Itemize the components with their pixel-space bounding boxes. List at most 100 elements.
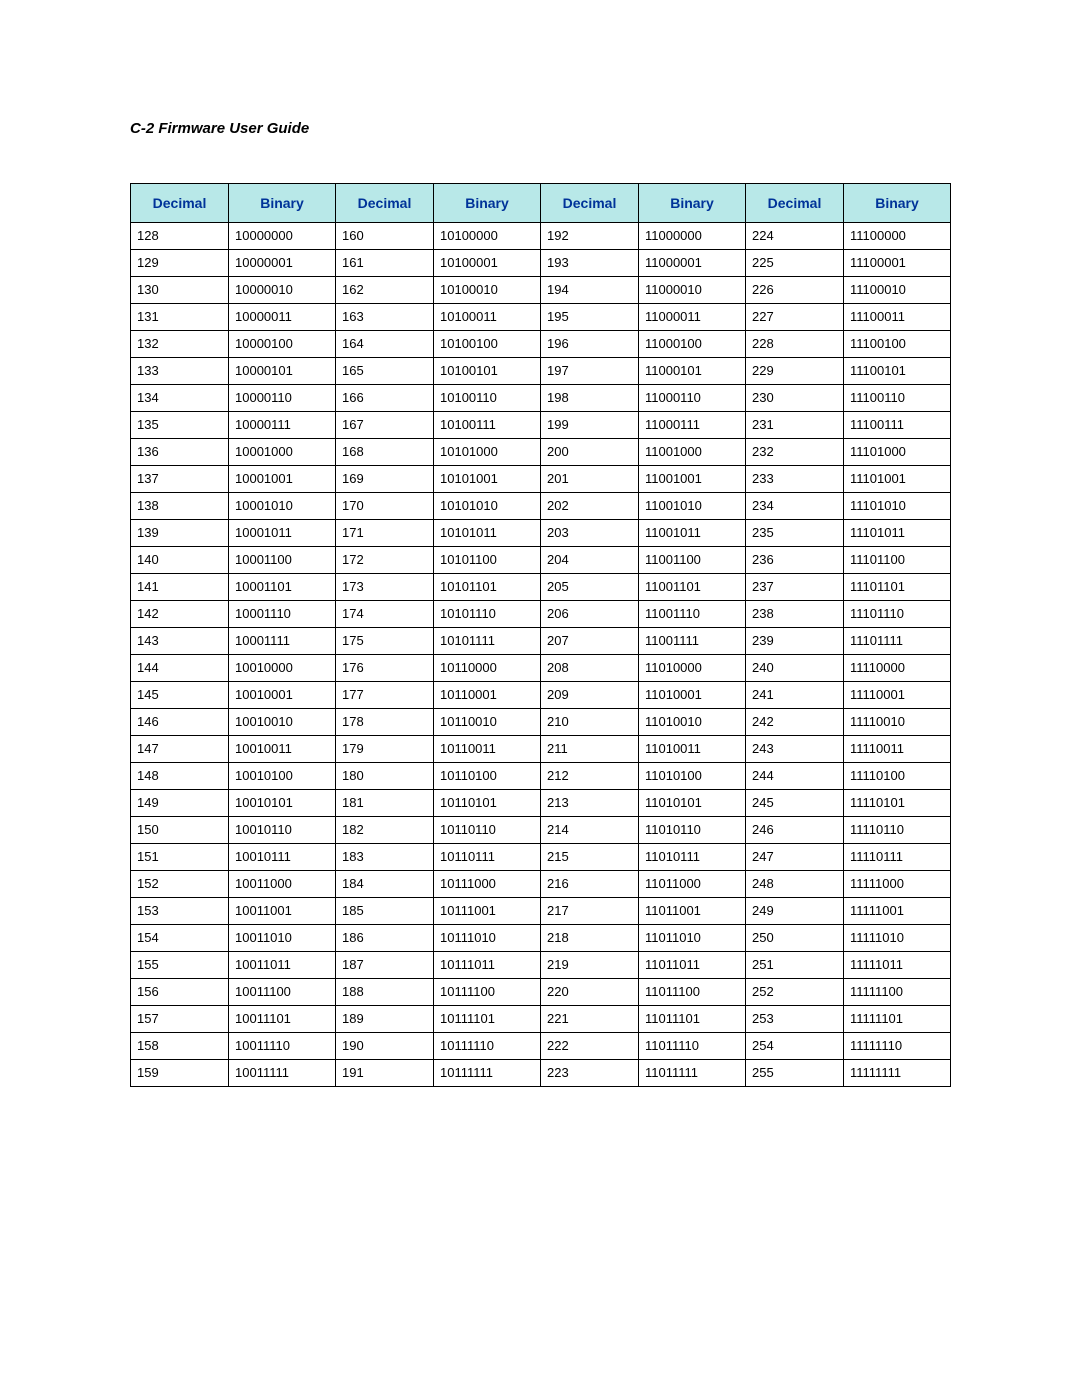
binary-cell: 11000111 [639, 412, 746, 439]
binary-cell: 10100001 [434, 250, 541, 277]
decimal-cell: 253 [746, 1006, 844, 1033]
binary-cell: 11011001 [639, 898, 746, 925]
decimal-cell: 156 [131, 979, 229, 1006]
decimal-cell: 138 [131, 493, 229, 520]
decimal-cell: 225 [746, 250, 844, 277]
col-header: Binary [639, 184, 746, 223]
binary-cell: 11101011 [844, 520, 951, 547]
binary-cell: 10100101 [434, 358, 541, 385]
decimal-cell: 234 [746, 493, 844, 520]
decimal-cell: 247 [746, 844, 844, 871]
binary-cell: 10101010 [434, 493, 541, 520]
col-header: Binary [229, 184, 336, 223]
decimal-cell: 167 [336, 412, 434, 439]
table-row: 1421000111017410101110206110011102381110… [131, 601, 951, 628]
binary-cell: 11100111 [844, 412, 951, 439]
decimal-cell: 208 [541, 655, 639, 682]
table-row: 1281000000016010100000192110000002241110… [131, 223, 951, 250]
decimal-cell: 132 [131, 331, 229, 358]
binary-cell: 11100101 [844, 358, 951, 385]
decimal-cell: 175 [336, 628, 434, 655]
decimal-cell: 153 [131, 898, 229, 925]
binary-cell: 11101111 [844, 628, 951, 655]
binary-cell: 10111110 [434, 1033, 541, 1060]
decimal-cell: 242 [746, 709, 844, 736]
decimal-cell: 192 [541, 223, 639, 250]
binary-cell: 10111100 [434, 979, 541, 1006]
table-row: 1411000110117310101101205110011012371110… [131, 574, 951, 601]
binary-cell: 10001000 [229, 439, 336, 466]
binary-cell: 10101101 [434, 574, 541, 601]
decimal-cell: 240 [746, 655, 844, 682]
decimal-cell: 195 [541, 304, 639, 331]
decimal-cell: 152 [131, 871, 229, 898]
binary-cell: 10110010 [434, 709, 541, 736]
decimal-cell: 161 [336, 250, 434, 277]
decimal-cell: 248 [746, 871, 844, 898]
decimal-cell: 178 [336, 709, 434, 736]
table-row: 1431000111117510101111207110011112391110… [131, 628, 951, 655]
binary-cell: 11101010 [844, 493, 951, 520]
decimal-cell: 251 [746, 952, 844, 979]
decimal-cell: 235 [746, 520, 844, 547]
decimal-cell: 236 [746, 547, 844, 574]
page-title: C-2 Firmware User Guide [130, 120, 950, 137]
binary-cell: 10101011 [434, 520, 541, 547]
decimal-cell: 204 [541, 547, 639, 574]
binary-cell: 11111011 [844, 952, 951, 979]
table-row: 1531001100118510111001217110110012491111… [131, 898, 951, 925]
decimal-cell: 254 [746, 1033, 844, 1060]
binary-cell: 10000011 [229, 304, 336, 331]
binary-cell: 10110001 [434, 682, 541, 709]
binary-cell: 10010011 [229, 736, 336, 763]
decimal-cell: 164 [336, 331, 434, 358]
binary-cell: 11011111 [639, 1060, 746, 1087]
binary-cell: 10110000 [434, 655, 541, 682]
decimal-cell: 210 [541, 709, 639, 736]
decimal-cell: 185 [336, 898, 434, 925]
binary-cell: 10100110 [434, 385, 541, 412]
binary-cell: 11111100 [844, 979, 951, 1006]
binary-cell: 11000010 [639, 277, 746, 304]
binary-cell: 10010000 [229, 655, 336, 682]
binary-cell: 10001110 [229, 601, 336, 628]
decimal-cell: 246 [746, 817, 844, 844]
decimal-cell: 177 [336, 682, 434, 709]
decimal-cell: 188 [336, 979, 434, 1006]
binary-cell: 10011011 [229, 952, 336, 979]
binary-cell: 10001011 [229, 520, 336, 547]
decimal-cell: 227 [746, 304, 844, 331]
binary-cell: 11001100 [639, 547, 746, 574]
decimal-cell: 176 [336, 655, 434, 682]
decimal-cell: 183 [336, 844, 434, 871]
binary-cell: 11101101 [844, 574, 951, 601]
binary-cell: 11001110 [639, 601, 746, 628]
decimal-cell: 158 [131, 1033, 229, 1060]
decimal-cell: 135 [131, 412, 229, 439]
binary-cell: 11010110 [639, 817, 746, 844]
table-row: 1331000010116510100101197110001012291110… [131, 358, 951, 385]
binary-table: Decimal Binary Decimal Binary Decimal Bi… [130, 183, 951, 1087]
binary-cell: 11001010 [639, 493, 746, 520]
binary-cell: 11110001 [844, 682, 951, 709]
binary-cell: 11010100 [639, 763, 746, 790]
binary-cell: 11111110 [844, 1033, 951, 1060]
table-body: 1281000000016010100000192110000002241110… [131, 223, 951, 1087]
binary-cell: 10111101 [434, 1006, 541, 1033]
binary-cell: 10101000 [434, 439, 541, 466]
binary-cell: 10111010 [434, 925, 541, 952]
binary-cell: 10011010 [229, 925, 336, 952]
decimal-cell: 244 [746, 763, 844, 790]
binary-cell: 10000001 [229, 250, 336, 277]
decimal-cell: 209 [541, 682, 639, 709]
binary-cell: 11011010 [639, 925, 746, 952]
decimal-cell: 187 [336, 952, 434, 979]
decimal-cell: 230 [746, 385, 844, 412]
binary-cell: 11100011 [844, 304, 951, 331]
binary-cell: 10010110 [229, 817, 336, 844]
decimal-cell: 245 [746, 790, 844, 817]
table-row: 1401000110017210101100204110011002361110… [131, 547, 951, 574]
binary-cell: 11100110 [844, 385, 951, 412]
decimal-cell: 144 [131, 655, 229, 682]
col-header: Decimal [746, 184, 844, 223]
